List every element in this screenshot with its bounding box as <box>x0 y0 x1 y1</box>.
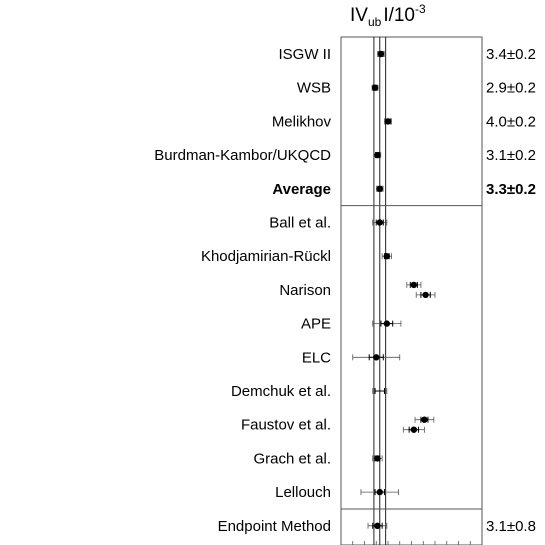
data-point <box>376 219 383 226</box>
data-point <box>373 354 380 361</box>
title-subscript: ub <box>368 15 382 29</box>
row: Khodjamirian-Rückl <box>201 248 392 265</box>
row-value-text: 3.4±0.2 <box>486 46 536 63</box>
group-separators <box>341 205 482 510</box>
row-label: ELC <box>302 349 331 366</box>
row-label: Burdman-Kambor/UKQCD <box>154 147 331 164</box>
row: Narison <box>279 281 436 299</box>
row: APE <box>301 316 402 333</box>
row-label: Grach et al. <box>253 450 331 467</box>
row-value-text: 3.1±0.2 <box>486 147 536 164</box>
row-value-text: 3.3±0.2 <box>486 181 536 198</box>
data-point <box>376 488 383 496</box>
row-value-text: 3.1±0.8 <box>486 518 536 535</box>
row: Melikhov 4.0±0.2 <box>272 113 536 130</box>
x-axis-ticks <box>340 541 483 545</box>
row-value-text: 2.9±0.2 <box>486 80 536 97</box>
row: ISGW II 3.4±0.2 <box>279 46 536 63</box>
data-point <box>374 522 381 529</box>
title-suffix: I/10 <box>383 5 415 26</box>
row: Demchuk et al. <box>231 383 388 400</box>
data-point <box>371 84 379 91</box>
row-label: APE <box>301 316 331 333</box>
data-point <box>422 291 429 299</box>
row-label: Melikhov <box>272 113 332 130</box>
row-label: Endpoint Method <box>218 518 331 535</box>
plot-frame <box>340 36 483 545</box>
row: Endpoint Method 3.1±0.8 <box>218 518 536 535</box>
reference-lines <box>373 37 387 545</box>
row: Burdman-Kambor/UKQCD 3.1±0.2 <box>154 147 536 164</box>
row: WSB 2.9±0.2 <box>297 80 536 97</box>
row-label: Ball et al. <box>269 215 331 232</box>
data-point <box>374 151 381 159</box>
row: Lellouch <box>275 484 399 501</box>
chart-rows: ISGW II 3.4±0.2 WSB 2.9±0.2 Melikhov 4.0±0.2 B… <box>154 46 536 535</box>
row-label: Narison <box>279 282 331 299</box>
row-label: Average <box>272 181 331 198</box>
row-label: WSB <box>297 80 331 97</box>
chart-title: IVub I/10-3 <box>350 2 426 29</box>
data-point <box>383 253 391 260</box>
row: Average 3.3±0.2 <box>272 181 536 198</box>
row: ELC <box>302 349 401 366</box>
row: Ball et al. <box>269 215 388 232</box>
row: Grach et al. <box>253 450 383 467</box>
data-point <box>377 50 385 58</box>
title-superscript: -3 <box>415 2 426 16</box>
row-label: Lellouch <box>275 484 331 501</box>
data-point <box>383 320 391 327</box>
data-point <box>374 455 381 462</box>
row-label: Faustov et al. <box>241 417 331 434</box>
data-point <box>376 185 383 192</box>
row-value-text: 4.0±0.2 <box>486 113 536 130</box>
data-point <box>384 118 392 125</box>
data-point <box>410 281 418 289</box>
data-point <box>421 416 428 423</box>
data-point <box>410 426 418 433</box>
row-label: ISGW II <box>279 46 332 63</box>
title-prefix: IV <box>350 5 368 26</box>
row-label: Demchuk et al. <box>231 383 331 400</box>
row-label: Khodjamirian-Rückl <box>201 248 331 265</box>
row: Faustov et al. <box>241 416 435 434</box>
